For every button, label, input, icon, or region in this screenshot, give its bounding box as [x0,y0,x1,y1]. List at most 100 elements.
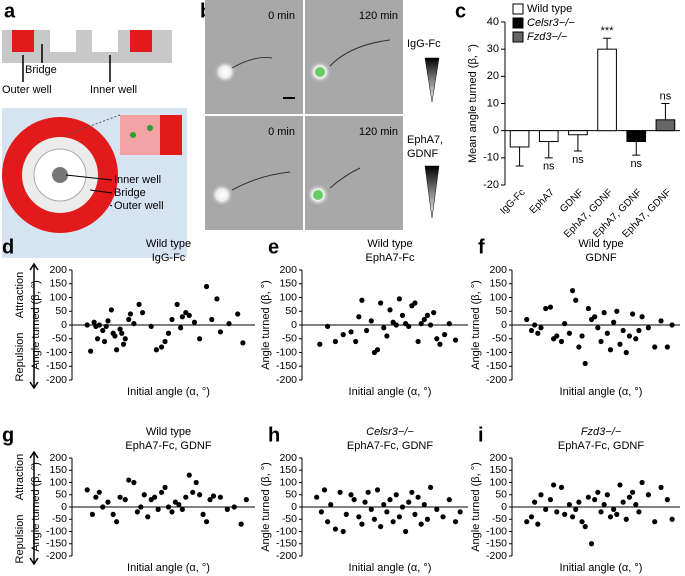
y-tick-label: -100 [46,346,67,358]
direction-label: Repulsion [14,515,26,564]
panel-title: Wild type [146,426,191,438]
y-tick-label: -10 [483,152,499,164]
gradient-icon [424,165,440,219]
y-tick-label: -100 [486,346,507,358]
cell [210,183,234,207]
point [183,494,189,500]
point [611,319,617,325]
point [126,477,132,483]
point [623,516,629,522]
direction-arrow [29,450,39,566]
y-tick-label: 0 [61,319,67,331]
point [412,300,418,306]
panel-letter: f [478,236,485,258]
point [554,509,560,515]
point [325,519,331,525]
point [424,312,431,318]
y-tick-label: -100 [276,346,297,358]
neuron [130,132,136,138]
y-tick-label: 30 [487,43,499,55]
x-axis-label: Initial angle (α, °) [127,562,210,574]
point [652,344,658,350]
point [126,316,132,323]
y-tick-label: 150 [49,464,67,476]
point [217,494,223,500]
gfp [313,190,323,200]
error-bar [544,141,553,159]
y-axis-label: Mean angle turned (β, °) [467,44,479,163]
y-tick-label: -100 [276,525,297,537]
x-axis-label: Initial angle (α, °) [560,386,643,398]
point [617,341,623,347]
point [114,347,120,353]
point [639,314,645,320]
point [93,494,99,500]
point [165,330,172,336]
cell [213,60,237,84]
point [209,316,215,323]
point [412,511,418,517]
condition-label: IgG-Fc [407,38,441,50]
y-axis-label: Angle turned (β, °) [260,280,272,370]
point [337,489,343,495]
panel-title: Fzd3−/− [581,426,622,438]
point [403,528,409,535]
point [452,519,459,525]
point [158,489,165,495]
point [601,501,607,508]
y-axis-label: Angle turned (β, °) [30,462,42,552]
point [528,327,535,334]
annotation: *** [601,25,615,37]
time-label: 0 min [268,10,295,22]
leader [109,204,113,207]
point [528,514,535,520]
point [84,322,90,328]
point [457,509,463,515]
x-tick-label: IgG-Fc [498,187,527,216]
point [607,514,614,520]
point [243,497,249,503]
y-tick-label: 0 [291,319,297,331]
center [52,167,68,183]
point [105,499,111,505]
point [595,325,601,331]
point [203,519,210,525]
leader [65,174,113,181]
point [614,308,620,314]
point [396,296,402,302]
point [186,472,192,478]
point [427,484,434,490]
micrograph [305,0,403,114]
point [598,509,604,515]
y-tick-label: 20 [487,70,499,82]
point [421,501,427,508]
point [579,333,585,339]
point [153,347,159,353]
y-axis-label: Angle turned (β, °) [260,462,272,552]
point [562,321,568,327]
point [317,341,323,347]
point [582,524,588,530]
point [152,494,158,500]
point [620,327,626,334]
point [538,325,544,331]
annotation: ns [630,158,642,170]
y-tick-label: 50 [55,305,67,317]
y-tick-label: 200 [49,452,67,464]
point [384,333,390,339]
point [669,322,675,328]
point [607,347,614,353]
direction-arrow [29,262,39,390]
point [434,336,440,342]
y-tick-label: 200 [489,264,507,276]
panel-b: b 0 min 120 min 0 min 120 min IgG-Fc Eph… [200,0,443,230]
y-tick-label: 0 [493,125,499,137]
time-label: 0 min [268,126,295,138]
point [94,336,101,342]
point [592,497,598,503]
point [190,489,196,495]
point [547,304,554,310]
point [183,310,189,316]
panel-title: Wild type [146,238,191,250]
